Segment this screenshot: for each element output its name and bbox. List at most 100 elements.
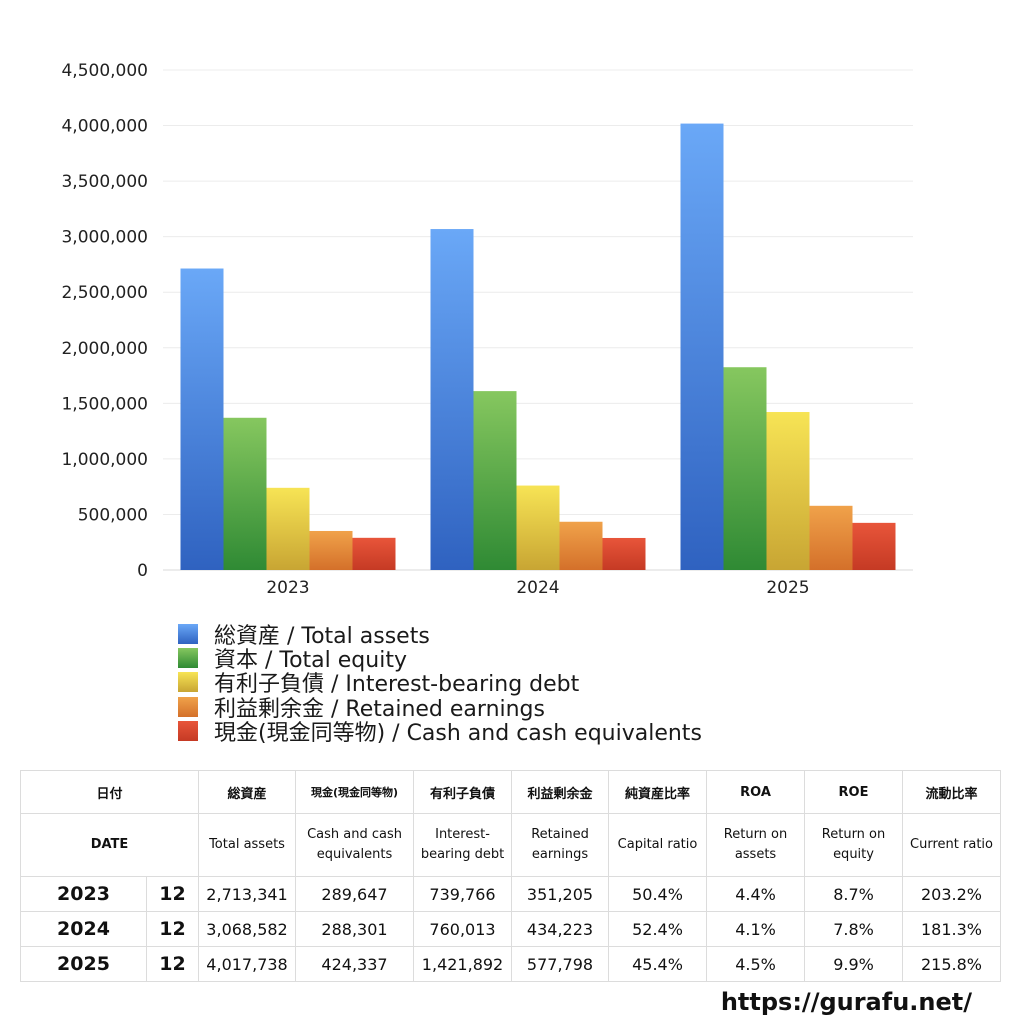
chart-bars (180, 123, 896, 571)
y-tick-label: 0 (137, 561, 148, 581)
table-header-jp: 日付 総資産 現金(現金同等物) 有利子負債 利益剰余金 純資産比率 ROA R… (19, 770, 1002, 814)
y-tick-label: 4,500,000 (61, 61, 148, 81)
cell-roa: 4.1% (706, 911, 806, 947)
legend-label: 現金(現金同等物) / Cash and cash equivalents (214, 720, 702, 746)
x-tick-label: 2025 (766, 578, 809, 598)
bar (723, 367, 767, 570)
bar (352, 537, 396, 570)
legend-item-retained-earnings: 利益剰余金 / Retained earnings (178, 695, 702, 722)
x-axis: 2023 2024 2025 (266, 578, 809, 598)
bar (559, 521, 603, 570)
legend-item-cash: 現金(現金同等物) / Cash and cash equivalents (178, 719, 702, 746)
table-row: 2025 12 4,017,738 424,337 1,421,892 577,… (20, 946, 1002, 982)
y-tick-label: 2,000,000 (61, 339, 148, 359)
cell-debt: 760,013 (413, 911, 513, 947)
cell-capital-ratio: 50.4% (608, 876, 708, 912)
cell-year: 2023 (20, 876, 147, 912)
header-roe-en: Return on equity (804, 813, 904, 877)
legend-label: 有利子負債 / Interest-bearing debt (214, 672, 580, 698)
table-row: 2023 12 2,713,341 289,647 739,766 351,20… (20, 876, 1002, 912)
cell-cash: 424,337 (295, 946, 415, 982)
cell-roa: 4.4% (706, 876, 806, 912)
bar (516, 485, 560, 570)
header-current-ratio-en: Current ratio (902, 813, 1002, 877)
cell-current-ratio: 181.3% (902, 911, 1002, 947)
cell-capital-ratio: 52.4% (608, 911, 708, 947)
cell-cash: 289,647 (295, 876, 415, 912)
legend-swatch (178, 624, 198, 645)
cell-debt: 1,421,892 (413, 946, 513, 982)
y-axis: 0 500,000 1,000,000 1,500,000 2,000,000 2,500… (61, 61, 148, 581)
cell-month: 12 (145, 911, 200, 947)
header-roa-jp: ROA (706, 770, 806, 814)
legend-swatch (178, 696, 198, 717)
cell-roe: 8.7% (804, 876, 904, 912)
source-credit: https://gurafu.net/ (720, 988, 972, 1016)
cell-capital-ratio: 45.4% (608, 946, 708, 982)
header-current-ratio-jp: 流動比率 (902, 770, 1002, 814)
y-tick-label: 1,500,000 (61, 394, 148, 414)
bar (809, 505, 853, 570)
header-debt-jp: 有利子負債 (413, 770, 513, 814)
cell-total-assets: 4,017,738 (198, 946, 297, 982)
bar (223, 417, 267, 570)
cell-current-ratio: 215.8% (902, 946, 1002, 982)
header-retained-jp: 利益剰余金 (511, 770, 610, 814)
header-cash-jp: 現金(現金同等物) (295, 770, 415, 814)
cell-debt: 739,766 (413, 876, 513, 912)
bar (602, 537, 646, 570)
header-roa-en: Return on assets (706, 813, 806, 877)
legend-label: 総資産 / Total assets (214, 624, 430, 650)
header-date-jp: 日付 (19, 770, 200, 814)
header-debt-en: Interest-bearing debt (413, 813, 513, 877)
legend-item-total-assets: 総資産 / Total assets (178, 622, 702, 649)
cell-month: 12 (145, 946, 200, 982)
header-roe-jp: ROE (804, 770, 904, 814)
bar (180, 268, 224, 570)
y-tick-label: 1,000,000 (61, 450, 148, 470)
legend-label: 利益剰余金 / Retained earnings (214, 696, 545, 722)
cell-roa: 4.5% (706, 946, 806, 982)
y-tick-label: 4,000,000 (61, 117, 148, 137)
cell-month: 12 (145, 876, 200, 912)
cell-roe: 9.9% (804, 946, 904, 982)
bar (680, 123, 724, 571)
bar (309, 530, 353, 570)
cell-roe: 7.8% (804, 911, 904, 947)
y-tick-label: 500,000 (78, 505, 148, 525)
x-tick-label: 2023 (266, 578, 309, 598)
cell-year: 2024 (20, 911, 147, 947)
x-tick-label: 2024 (516, 578, 559, 598)
financial-table: 日付 総資産 現金(現金同等物) 有利子負債 利益剰余金 純資産比率 ROA R… (19, 770, 1002, 982)
legend-label: 資本 / Total equity (214, 648, 407, 674)
header-capital-ratio-jp: 純資産比率 (608, 770, 708, 814)
cell-total-assets: 2,713,341 (198, 876, 297, 912)
cell-total-assets: 3,068,582 (198, 911, 297, 947)
y-tick-label: 2,500,000 (61, 283, 148, 303)
header-cash-en: Cash and cash equivalents (295, 813, 415, 877)
bar (473, 391, 517, 570)
legend-item-total-equity: 資本 / Total equity (178, 646, 702, 673)
chart-legend: 総資産 / Total assets 資本 / Total equity 有利子… (178, 622, 702, 746)
header-total-assets-en: Total assets (198, 813, 297, 877)
cell-current-ratio: 203.2% (902, 876, 1002, 912)
bar-chart: 0 500,000 1,000,000 1,500,000 2,000,000 2,500… (61, 61, 913, 598)
header-total-assets-jp: 総資産 (198, 770, 297, 814)
cell-retained: 351,205 (511, 876, 610, 912)
bar (852, 522, 896, 570)
legend-swatch (178, 648, 198, 669)
bar (766, 412, 810, 570)
header-date-en: DATE (19, 813, 200, 877)
cell-retained: 434,223 (511, 911, 610, 947)
legend-swatch (178, 720, 198, 741)
table-row: 2024 12 3,068,582 288,301 760,013 434,22… (20, 911, 1002, 947)
header-capital-ratio-en: Capital ratio (608, 813, 708, 877)
y-tick-label: 3,500,000 (61, 172, 148, 192)
legend-swatch (178, 672, 198, 693)
bar (266, 487, 310, 570)
legend-item-interest-bearing-debt: 有利子負債 / Interest-bearing debt (178, 670, 702, 697)
cell-cash: 288,301 (295, 911, 415, 947)
y-tick-label: 3,000,000 (61, 228, 148, 248)
cell-year: 2025 (20, 946, 147, 982)
cell-retained: 577,798 (511, 946, 610, 982)
